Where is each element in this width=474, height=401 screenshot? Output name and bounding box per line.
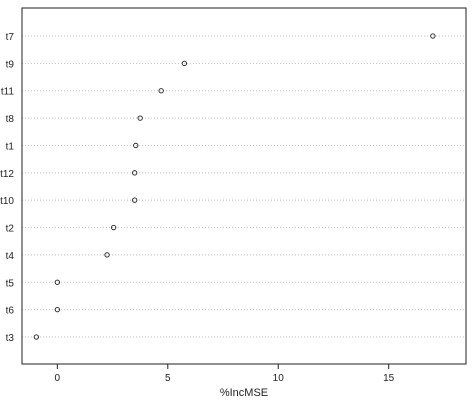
category-label-t8: t8 xyxy=(6,114,15,125)
category-label-t3: t3 xyxy=(6,333,15,344)
category-label-t11: t11 xyxy=(1,87,15,98)
category-label-t10: t10 xyxy=(0,196,14,207)
category-label-t9: t9 xyxy=(6,59,15,70)
point-t7 xyxy=(430,33,436,39)
point-t2 xyxy=(111,224,117,231)
point-t12 xyxy=(132,170,138,176)
category-label-t6: t6 xyxy=(6,306,15,317)
x-tick-label-15: 15 xyxy=(383,373,395,384)
category-label-t7: t7 xyxy=(6,32,15,43)
point-t8 xyxy=(137,115,143,121)
category-label-t2: t2 xyxy=(6,224,15,235)
category-label-t5: t5 xyxy=(6,278,15,289)
category-label-t4: t4 xyxy=(6,251,15,262)
x-axis-label: %IncMSE xyxy=(220,387,268,399)
category-labels: t7 t9 t11 t8 t1 t12 t10 t2 t4 t5 t6 t3 xyxy=(0,32,14,344)
x-tick-label-5: 5 xyxy=(165,373,171,384)
point-t9 xyxy=(181,60,188,67)
gridlines xyxy=(22,35,466,338)
x-tick-label-0: 0 xyxy=(55,373,61,384)
x-axis: 0 5 10 15 xyxy=(55,364,395,384)
point-t5 xyxy=(54,279,60,285)
category-label-t1: t1 xyxy=(6,141,15,152)
data-points xyxy=(33,33,436,340)
point-t6 xyxy=(54,306,60,313)
point-t1 xyxy=(133,142,139,149)
point-t10 xyxy=(132,197,138,203)
x-tick-label-10: 10 xyxy=(273,373,285,384)
category-label-t12: t12 xyxy=(0,169,14,180)
point-t11 xyxy=(158,88,164,94)
point-t4 xyxy=(104,252,110,258)
point-t3 xyxy=(33,334,40,340)
plot-frame xyxy=(21,7,467,365)
